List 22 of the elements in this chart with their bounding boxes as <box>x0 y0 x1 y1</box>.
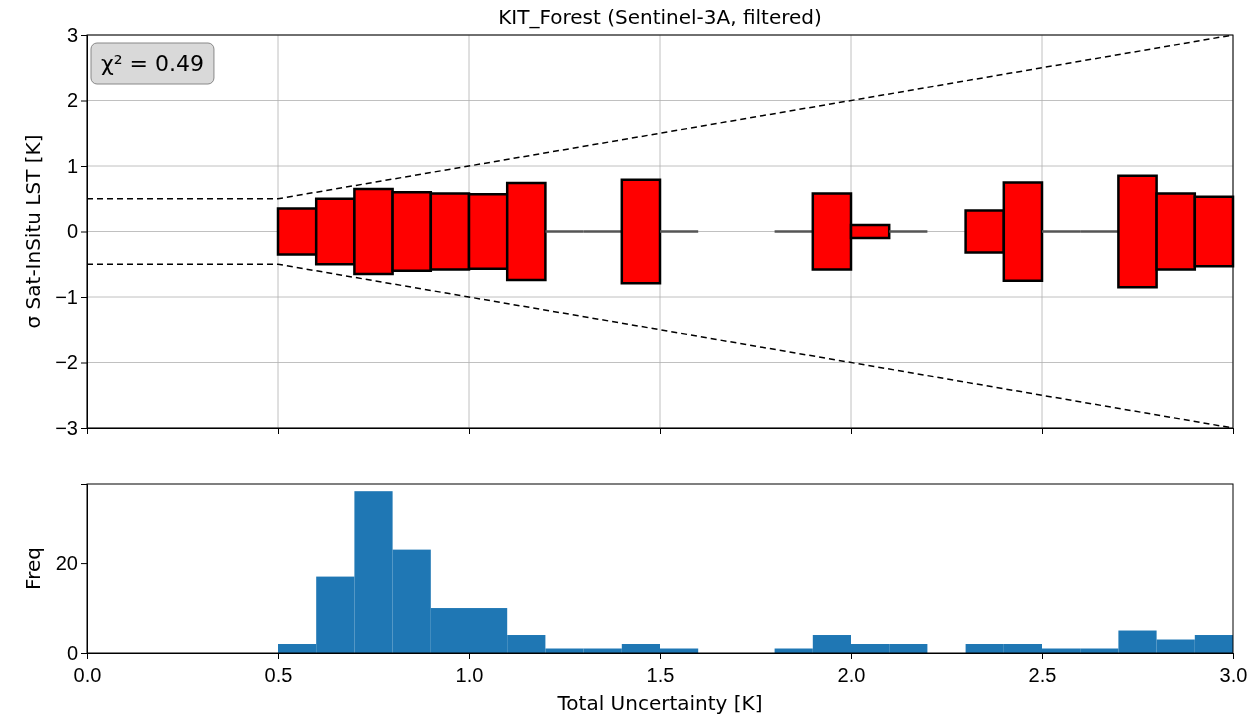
y-axis-title: σ Sat-InSitu LST [K] <box>21 134 45 329</box>
y-tick-label: −2 <box>55 351 78 374</box>
y-tick-label: 0 <box>66 641 78 664</box>
y-tick-label: 3 <box>66 23 78 46</box>
x-tick-label: 2.0 <box>837 664 866 686</box>
y-tick-label: 0 <box>66 220 78 243</box>
x-axis-title: Total Uncertainty [K] <box>556 691 763 715</box>
y-axis-title: Freq <box>21 547 45 590</box>
y-tick-label: 1 <box>66 154 78 177</box>
chart-title: KIT_Forest (Sentinel-3A, filtered) <box>498 5 822 29</box>
x-tick-label: 2.5 <box>1028 664 1057 686</box>
x-tick-label: 3.0 <box>1219 664 1248 686</box>
x-tick-label: 0.0 <box>73 664 102 686</box>
y-tick-label: 2 <box>66 89 78 112</box>
y-tick-label: −3 <box>55 416 78 439</box>
x-tick-label: 0.5 <box>264 664 293 686</box>
y-tick-label: −1 <box>55 285 78 308</box>
x-tick-label: 1.5 <box>646 664 675 686</box>
x-tick-label: 1.0 <box>455 664 484 686</box>
annotation: χ² = 0.49 <box>101 51 204 76</box>
y-tick-label: 20 <box>55 552 78 575</box>
bar <box>620 178 662 285</box>
